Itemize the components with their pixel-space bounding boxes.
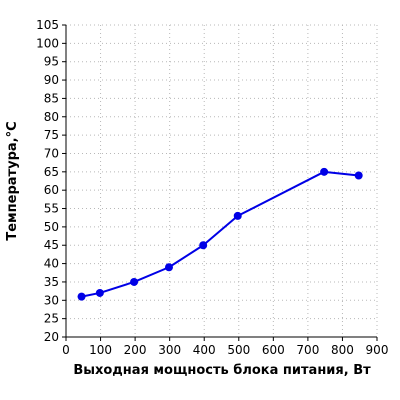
data-point xyxy=(164,263,173,272)
x-axis-ticks: 0 100 200 300 400 500 600 700 800 900 xyxy=(62,337,388,357)
y-axis-ticks: 20 25 30 35 40 45 50 55 60 65 70 75 80 85 90 95 100 105 xyxy=(36,18,66,344)
y-tick-label: 60 xyxy=(44,183,59,197)
grid xyxy=(66,24,378,337)
x-tick-label: 100 xyxy=(89,343,112,357)
data-point xyxy=(95,288,104,297)
x-tick-label: 200 xyxy=(124,343,147,357)
y-tick-label: 90 xyxy=(44,73,59,87)
y-tick-label: 50 xyxy=(44,220,59,234)
series-line-group xyxy=(77,167,363,301)
y-tick-label: 25 xyxy=(44,312,59,326)
y-tick-label: 85 xyxy=(44,91,59,105)
x-tick-label: 500 xyxy=(227,343,250,357)
y-tick-label: 45 xyxy=(44,238,59,252)
data-point xyxy=(199,241,208,250)
y-tick-label: 55 xyxy=(44,202,59,216)
x-axis-label: Выходная мощность блока питания, Вт xyxy=(73,363,371,378)
data-point xyxy=(354,171,363,180)
y-tick-label: 65 xyxy=(44,165,59,179)
data-point xyxy=(233,211,242,220)
data-point xyxy=(130,277,139,286)
x-tick-label: 800 xyxy=(331,343,354,357)
y-tick-label: 70 xyxy=(44,146,59,160)
x-tick-label: 900 xyxy=(366,343,389,357)
x-tick-label: 700 xyxy=(296,343,319,357)
y-axis-label: Температура,°C xyxy=(5,121,20,240)
y-tick-label: 30 xyxy=(44,293,59,307)
data-point xyxy=(77,292,86,301)
y-tick-label: 20 xyxy=(44,330,59,344)
y-tick-label: 80 xyxy=(44,110,59,124)
series-line xyxy=(81,170,359,298)
x-tick-label: 300 xyxy=(158,343,181,357)
x-tick-label: 400 xyxy=(193,343,216,357)
x-tick-label: 0 xyxy=(62,343,70,357)
y-tick-label: 95 xyxy=(44,55,59,69)
axes xyxy=(65,25,377,338)
x-tick-label: 600 xyxy=(262,343,285,357)
series xyxy=(77,167,363,301)
y-tick-label: 105 xyxy=(36,18,59,32)
y-tick-label: 40 xyxy=(44,257,59,271)
data-point xyxy=(320,167,329,176)
y-tick-label: 35 xyxy=(44,275,59,289)
y-tick-label: 75 xyxy=(44,128,59,142)
y-tick-label: 100 xyxy=(36,36,59,50)
